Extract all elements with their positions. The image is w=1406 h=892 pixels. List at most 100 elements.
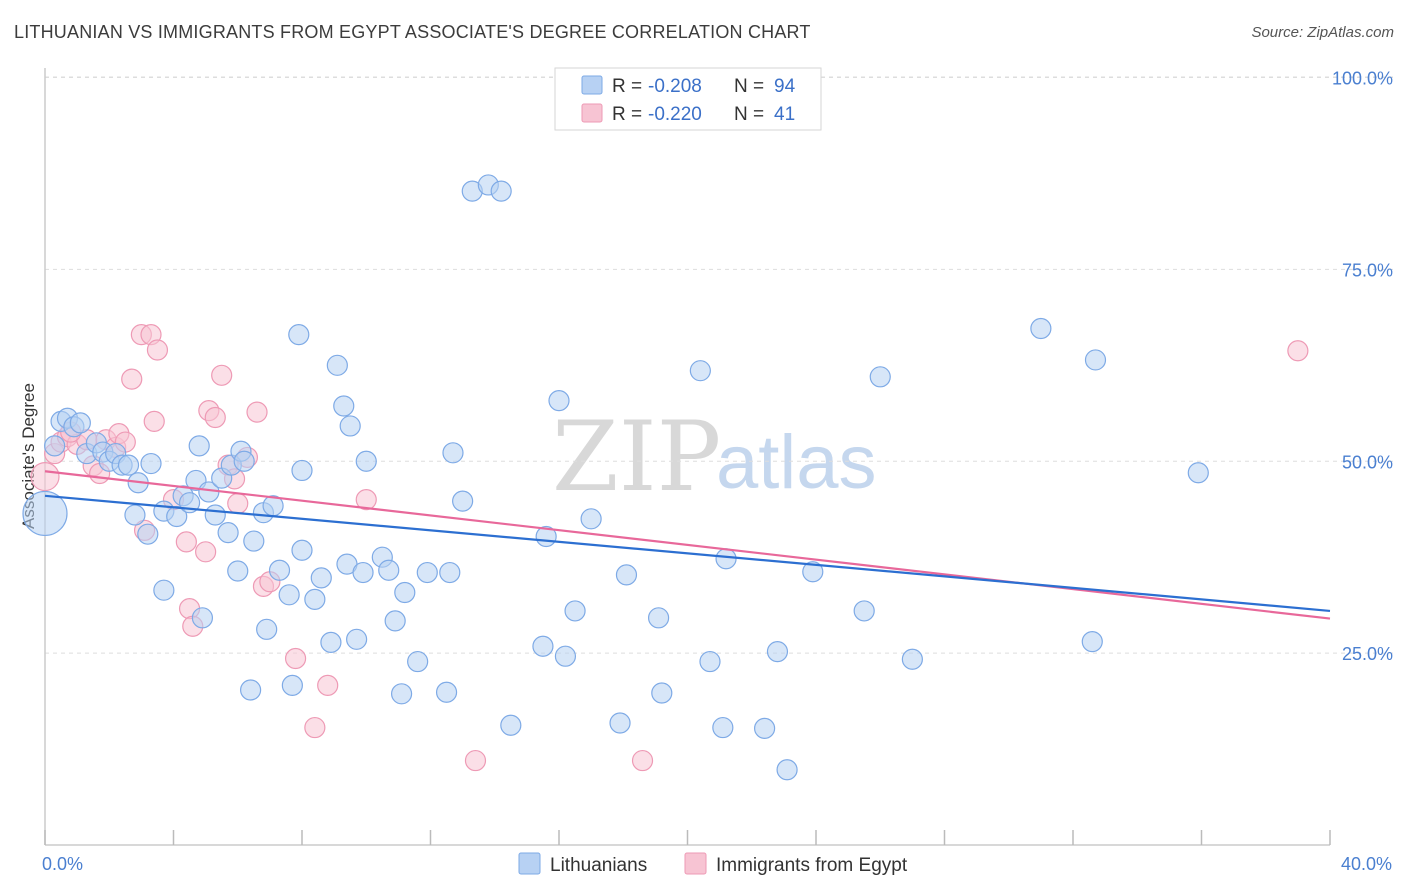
legend-n-value-2: 41 xyxy=(774,104,795,125)
lithuanian-point xyxy=(291,459,313,482)
lithuanian-point xyxy=(1030,317,1052,340)
egypt-point xyxy=(30,462,60,492)
y-tick-label: 50.0% xyxy=(1342,452,1393,472)
x-ticks xyxy=(44,830,1331,845)
y-axis-label: Associate's Degree xyxy=(19,383,38,529)
watermark-zip: ZIP xyxy=(552,401,721,513)
lithuanian-regression-line xyxy=(44,494,1331,613)
lithuanian-point xyxy=(435,681,458,703)
lithuanian-point xyxy=(188,435,210,457)
lithuanian-point xyxy=(233,450,255,472)
lithuanian-point xyxy=(500,714,522,736)
watermark: ZIP atlas xyxy=(552,401,877,513)
lithuanian-point xyxy=(352,561,374,584)
egypt-point xyxy=(304,716,326,739)
lithuanian-point xyxy=(1084,349,1107,371)
x-tick-label-min: 0.0% xyxy=(42,854,83,874)
legend-n-label-2: N = xyxy=(734,104,764,125)
lithuanian-point xyxy=(869,366,891,388)
egypt-point xyxy=(227,492,249,515)
legend-r-label-1: R = xyxy=(612,76,642,97)
regression-lines xyxy=(44,470,1331,620)
lithuanian-point xyxy=(217,522,239,544)
lithuanian-point xyxy=(378,559,400,581)
series-immigrants-from-egypt xyxy=(30,324,1309,772)
lithuanian-point xyxy=(227,560,249,582)
y-tick-label: 100.0% xyxy=(1332,69,1393,89)
lithuanian-point xyxy=(532,635,554,657)
legend-r-value-1: -0.208 xyxy=(648,76,702,97)
egypt-point xyxy=(1287,340,1309,362)
lithuanian-point xyxy=(44,435,66,457)
lithuanian-point xyxy=(753,717,776,739)
lithuanian-point xyxy=(712,716,734,739)
egypt-point xyxy=(246,401,268,423)
lithuanian-point xyxy=(452,490,474,512)
lithuanian-point xyxy=(204,504,226,526)
lithuanian-point xyxy=(689,360,711,382)
lithuanian-point xyxy=(310,567,332,589)
chart-title: LITHUANIAN VS IMMIGRANTS FROM EGYPT ASSO… xyxy=(14,22,811,42)
lithuanian-point xyxy=(609,712,631,734)
correlation-legend: R = -0.208 N = 94 R = -0.220 N = 41 xyxy=(554,67,822,131)
egypt-point xyxy=(284,647,307,670)
lithuanian-point xyxy=(117,454,140,476)
lithuanian-point xyxy=(548,390,570,412)
series-legend: Lithuanians Immigrants from Egypt xyxy=(518,852,908,876)
lithuanian-point xyxy=(390,683,413,705)
lithuanian-point xyxy=(901,648,923,670)
lithuanian-point xyxy=(268,559,291,581)
lithuanian-point xyxy=(384,610,406,632)
legend-n-value-1: 94 xyxy=(774,76,796,97)
egypt-point xyxy=(175,531,197,553)
legend-r-label-2: R = xyxy=(612,104,642,125)
chart-source: Source: ZipAtlas.com xyxy=(1251,24,1394,41)
lithuanian-point xyxy=(853,600,875,622)
y-tick-label: 75.0% xyxy=(1342,260,1393,280)
egypt-point xyxy=(355,489,377,511)
egypt-point xyxy=(143,410,165,432)
lithuanian-point xyxy=(304,588,326,611)
bottom-legend-label-lithuanians: Lithuanians xyxy=(550,855,647,876)
lithuanian-point xyxy=(339,415,361,437)
legend-swatch-lithuanians xyxy=(581,75,603,95)
lithuanian-point xyxy=(416,561,438,584)
lithuanian-point xyxy=(288,324,310,346)
lithuanian-point xyxy=(124,504,146,526)
lithuanian-point xyxy=(291,539,313,561)
lithuanian-point xyxy=(326,354,348,376)
lithuanian-point xyxy=(140,452,162,475)
lithuanian-point xyxy=(256,618,278,640)
lithuanian-point xyxy=(394,581,416,604)
x-tick-label-max: 40.0% xyxy=(1341,854,1392,874)
lithuanian-point xyxy=(355,450,377,472)
lithuanian-point xyxy=(137,523,159,545)
legend-n-label-1: N = xyxy=(734,76,764,97)
lithuanian-point xyxy=(442,442,464,464)
egypt-point xyxy=(204,406,226,429)
watermark-atlas: atlas xyxy=(716,420,877,505)
lithuanian-point xyxy=(776,759,798,781)
lithuanian-point xyxy=(580,508,602,530)
lithuanian-point xyxy=(564,600,586,622)
lithuanian-point xyxy=(320,631,342,653)
lithuanian-point xyxy=(281,674,303,696)
egypt-regression-line xyxy=(44,470,1331,620)
lithuanian-point xyxy=(278,584,300,606)
lithuanian-point xyxy=(153,579,175,601)
egypt-point xyxy=(146,339,169,361)
lithuanian-point xyxy=(346,628,368,650)
egypt-point xyxy=(121,368,143,390)
lithuanian-point xyxy=(699,650,721,673)
egypt-point xyxy=(195,541,217,563)
lithuanian-point xyxy=(243,530,265,552)
lithuanian-point xyxy=(1187,462,1209,484)
lithuanian-point xyxy=(490,180,512,202)
lithuanian-point xyxy=(615,564,638,586)
lithuanian-point xyxy=(1081,631,1103,653)
lithuanian-point xyxy=(333,395,355,417)
lithuanian-point xyxy=(407,650,429,673)
legend-r-value-2: -0.220 xyxy=(648,104,702,125)
egypt-point xyxy=(464,749,487,772)
